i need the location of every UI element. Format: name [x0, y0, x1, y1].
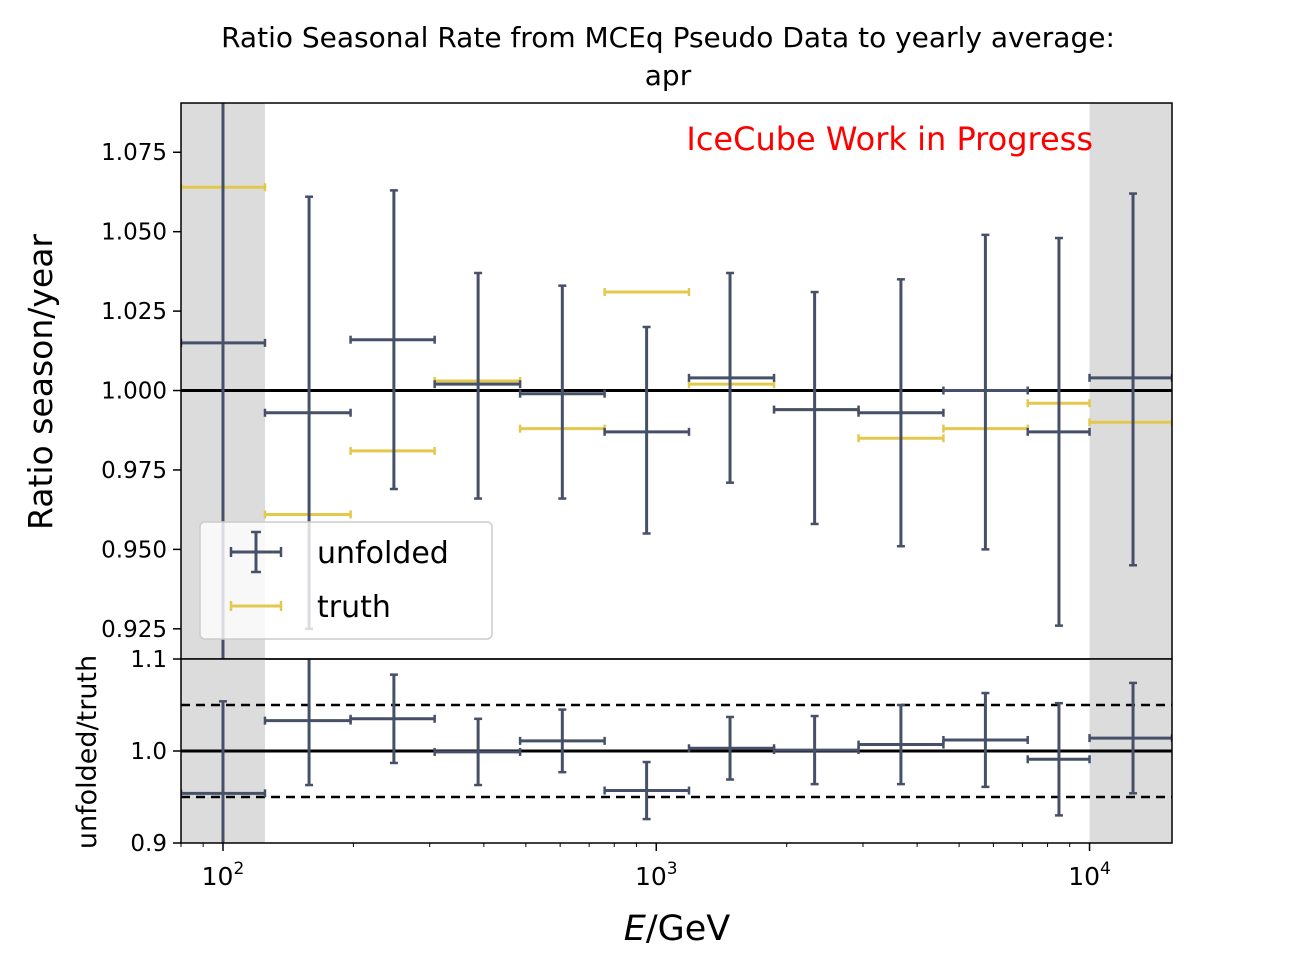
ratio-point: [1088, 681, 1172, 795]
x-tick-label-exponent: 4: [1100, 859, 1111, 879]
unfolded-point: [1026, 236, 1091, 627]
ratio-point: [687, 715, 776, 781]
ratio-point: [1026, 701, 1091, 817]
truth-point: [603, 288, 691, 297]
main-plot-area: [181, 103, 1172, 659]
unfolded-point: [603, 325, 691, 535]
ratio-point: [772, 714, 860, 786]
legend-entry-unfolded: unfolded: [229, 530, 449, 574]
chart-title-line1: Ratio Seasonal Rate from MCEq Pseudo Dat…: [221, 21, 1115, 54]
ratio-point: [263, 659, 352, 787]
ratio-point: [181, 700, 267, 843]
ratio-ylabel: unfolded/truth: [72, 655, 103, 849]
x-tick-label-base: 10: [635, 862, 667, 891]
truth-point: [1088, 418, 1172, 427]
x-axis-label-italic: E: [624, 909, 647, 949]
x-tick-label-exponent: 2: [233, 859, 244, 879]
ratio-point: [433, 717, 522, 787]
main-ytick-label: 1.050: [101, 220, 167, 246]
x-tick-label-exponent: 3: [667, 859, 678, 879]
watermark: IceCube Work in Progress: [686, 120, 1093, 158]
main-ytick-label: 0.950: [101, 537, 167, 563]
ratio-ytick-label: 1.0: [130, 739, 167, 765]
unfolded-point: [1088, 192, 1172, 567]
x-tick-label-base: 10: [202, 862, 234, 891]
main-ytick-label: 1.075: [101, 140, 167, 166]
ratio-point: [603, 760, 691, 821]
ratio-point: [518, 708, 606, 774]
x-axis-label-unit: /GeV: [646, 909, 730, 949]
legend: unfolded truth: [199, 521, 493, 640]
legend-label-truth: truth: [317, 590, 391, 625]
ratio-point: [942, 691, 1029, 789]
ratio-point: [857, 703, 945, 786]
main-panel: 0.925 0.950 0.975 1.000 1.025 1.050 1.075 unfol…: [101, 102, 1173, 660]
ratio-ytick-label: 1.1: [130, 647, 167, 673]
unfolded-point: [772, 290, 860, 526]
main-ylabel: Ratio season/year: [21, 234, 60, 530]
legend-entry-truth: truth: [229, 590, 391, 625]
main-ytick-label: 0.925: [101, 617, 167, 643]
main-ytick-label: 0.975: [101, 458, 167, 484]
ratio-plot-area: [181, 659, 1172, 843]
chart-title-line2: apr: [645, 59, 692, 92]
x-axis-label: E/GeV: [624, 909, 731, 949]
unfolded-point: [349, 189, 436, 491]
unfolded-point: [857, 278, 945, 548]
x-tick-label: 104: [1068, 859, 1111, 891]
ratio-ytick-label: 0.9: [130, 831, 167, 857]
unfolded-point: [687, 271, 776, 484]
x-tick-label: 102: [202, 859, 245, 891]
ratio-frame: [180, 658, 1173, 844]
unfolded-point: [518, 284, 606, 500]
ratio-point: [349, 673, 436, 765]
main-shaded-region-1: [1089, 103, 1172, 659]
legend-label-unfolded: unfolded: [317, 536, 449, 571]
x-tick-label-base: 10: [1068, 862, 1100, 891]
unfolded-point: [433, 271, 522, 500]
x-tick-label: 103: [635, 859, 678, 891]
main-ytick-label: 1.000: [101, 379, 167, 405]
unfolded-point: [942, 233, 1029, 551]
main-ytick-label: 1.025: [101, 299, 167, 325]
